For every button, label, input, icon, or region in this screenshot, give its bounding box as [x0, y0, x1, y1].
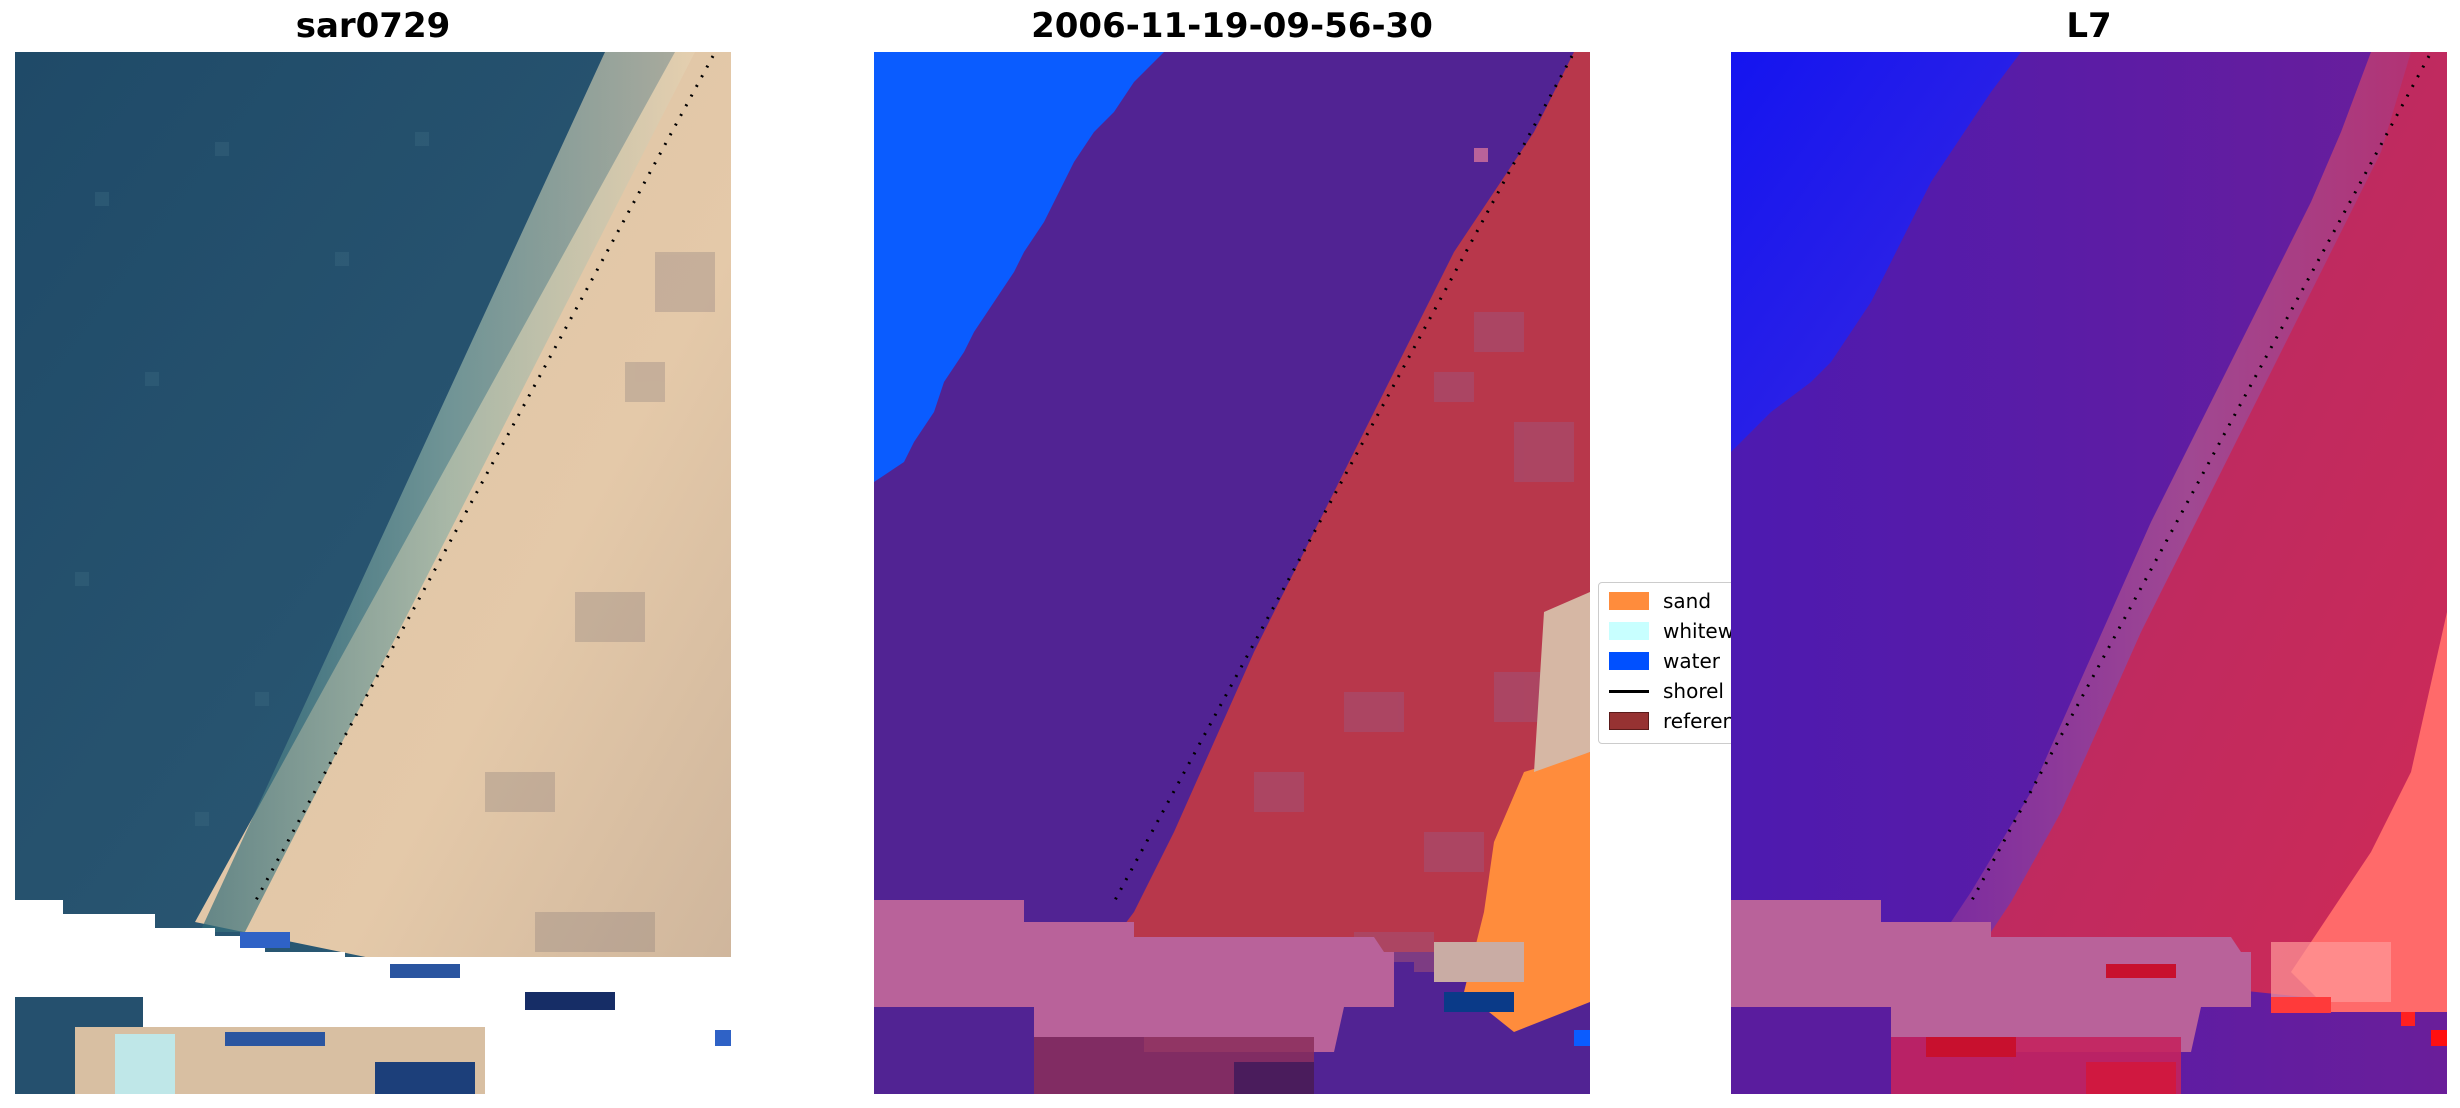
legend: sand whitew water shorel referen	[1598, 582, 1750, 744]
legend-item-water: water	[1609, 649, 1720, 673]
class-reference	[874, 900, 1394, 1052]
sand-area-upper	[195, 52, 731, 1032]
legend-item-sand: sand	[1609, 589, 1711, 613]
class-whitewater-mixed	[1534, 592, 1590, 772]
legend-swatch-sand	[1609, 592, 1649, 610]
index-reference	[1731, 900, 2251, 1052]
water-speckle	[75, 132, 429, 826]
legend-label: shorel	[1663, 679, 1724, 703]
rgb-image-panel	[15, 52, 731, 1094]
land-texture	[485, 252, 715, 952]
panel-title-index: L7	[2066, 6, 2112, 46]
index-very-high	[2291, 612, 2447, 1012]
index-low	[1731, 52, 2021, 452]
index-high	[1971, 52, 2447, 1012]
legend-item-whitewater: whitew	[1609, 619, 1734, 643]
legend-swatch-water	[1609, 652, 1649, 670]
legend-label: whitew	[1663, 619, 1735, 643]
legend-item-reference: referen	[1609, 709, 1735, 733]
legend-item-shoreline: shorel	[1609, 679, 1724, 703]
panel-title-classification: 2006-11-19-09-56-30	[1031, 6, 1433, 46]
lower-dark-patch	[375, 1062, 475, 1094]
legend-swatch-whitewater	[1609, 622, 1649, 640]
legend-line-shoreline	[1609, 689, 1649, 693]
surf-zone	[200, 52, 695, 932]
classification-panel	[874, 52, 1590, 1094]
rgb-image	[15, 52, 731, 1094]
panel-title-rgb: sar0729	[295, 6, 451, 46]
legend-swatch-reference	[1609, 712, 1649, 730]
classification-image	[874, 52, 1590, 1094]
legend-label: water	[1663, 649, 1720, 673]
class-land	[1104, 52, 1590, 952]
class-water	[874, 52, 1164, 482]
index-panel	[1731, 52, 2447, 1094]
legend-label: sand	[1663, 589, 1712, 613]
index-image	[1731, 52, 2447, 1094]
legend-label: referen	[1663, 709, 1736, 733]
lower-whitewater-patch	[115, 1034, 175, 1094]
